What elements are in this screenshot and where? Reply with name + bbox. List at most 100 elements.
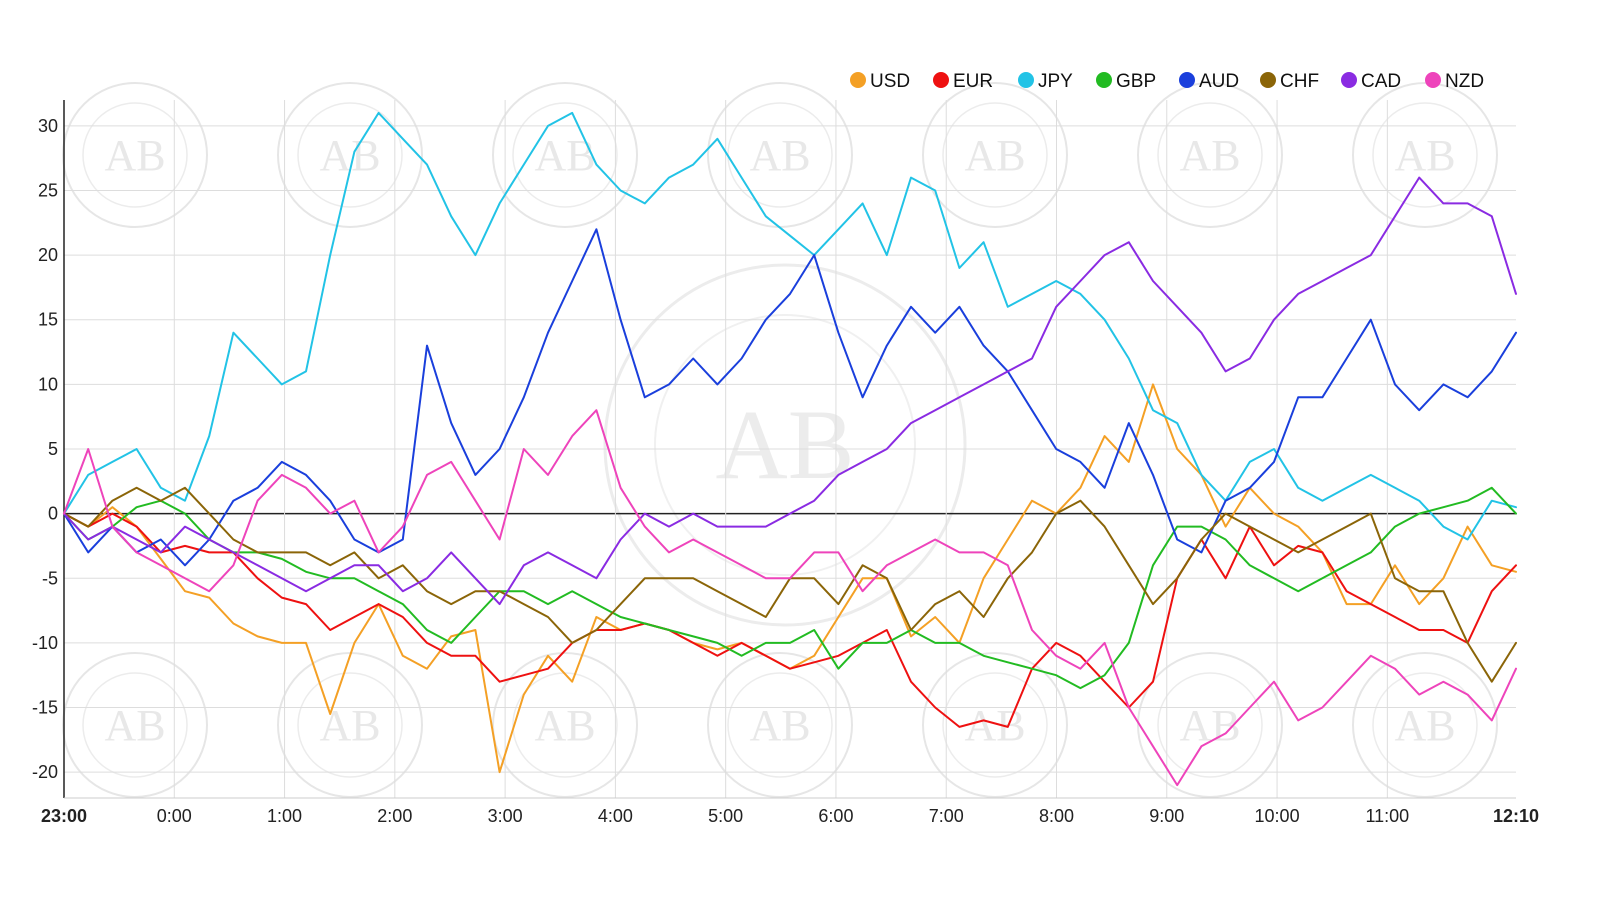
legend-item-cad: CAD [1341, 71, 1401, 92]
watermark-ring-inner [727, 672, 833, 778]
legend-swatch [1179, 72, 1195, 88]
watermark-ring-inner [1157, 672, 1263, 778]
series-line-chf [63, 486, 1517, 683]
watermark-emblem: AB [1352, 652, 1498, 798]
legend-label: NZD [1445, 71, 1484, 92]
legend-item-jpy: JPY [1018, 71, 1073, 92]
watermark-emblem: AB [922, 652, 1068, 798]
watermark-ring-inner [512, 102, 618, 208]
watermark-monogram: AB [1394, 131, 1455, 180]
watermark-monogram: AB [104, 701, 165, 750]
watermark-monogram-large: AB [716, 389, 855, 500]
series-line-gbp [63, 486, 1517, 690]
legend-swatch [850, 72, 866, 88]
watermark-ring [922, 652, 1068, 798]
series-line-jpy [63, 111, 1517, 541]
legend: USD EUR JPY GBP AUD CHF CAD NZD [850, 71, 1484, 92]
x-tick-label: 11:00 [1365, 806, 1409, 826]
watermark-monogram: AB [1394, 701, 1455, 750]
watermark-monogram: AB [104, 131, 165, 180]
series-lines [63, 111, 1517, 787]
legend-label: CHF [1280, 71, 1319, 92]
watermark-emblem: AB [1352, 82, 1498, 228]
watermark-emblem: AB [492, 652, 638, 798]
watermark-ring-inner [1372, 672, 1478, 778]
x-tick-label: 0:00 [157, 806, 192, 826]
watermark-ring-inner [297, 102, 403, 208]
watermark-ring [1137, 82, 1283, 228]
y-tick-label: -5 [42, 568, 58, 588]
watermark-ring-inner [82, 102, 188, 208]
y-tick-label: -10 [32, 633, 58, 653]
series-line-aud [63, 228, 1517, 567]
x-tick-label: 1:00 [267, 806, 302, 826]
x-tick-label: 4:00 [598, 806, 633, 826]
watermark-emblem: AB [707, 82, 853, 228]
x-tick-label: 7:00 [929, 806, 964, 826]
watermark-layer: AB AB AB AB AB AB AB AB AB AB AB AB AB AB AB [62, 82, 1498, 798]
watermark-ring [1137, 652, 1283, 798]
watermark-monogram: AB [534, 701, 595, 750]
x-tick-label: 5:00 [708, 806, 743, 826]
x-tick-label: 6:00 [818, 806, 853, 826]
legend-label: EUR [953, 71, 993, 92]
y-tick-label: 15 [38, 310, 58, 330]
watermark-monogram: AB [319, 701, 380, 750]
watermark-ring-inner [1372, 102, 1478, 208]
y-tick-label: 20 [38, 245, 58, 265]
axes: 30 25 20 15 10 5 0 -5 -10 -15 -20 23:00 0:00 1:00 2:00… [32, 100, 1539, 826]
watermark-emblem-large: AB [603, 263, 967, 627]
watermark-emblem: AB [62, 82, 208, 228]
watermark-ring [492, 82, 638, 228]
watermark-ring-large [603, 263, 967, 627]
x-tick-label: 10:00 [1255, 806, 1300, 826]
watermark-monogram: AB [534, 131, 595, 180]
legend-swatch [1018, 72, 1034, 88]
x-tick-label: 2:00 [377, 806, 412, 826]
watermark-emblem: AB [1137, 652, 1283, 798]
watermark-emblem: AB [62, 652, 208, 798]
legend-swatch [1096, 72, 1112, 88]
legend-label: AUD [1199, 71, 1239, 92]
watermark-emblem: AB [277, 82, 423, 228]
watermark-ring-inner [942, 102, 1048, 208]
x-tick-label: 8:00 [1039, 806, 1074, 826]
watermark-ring [62, 652, 208, 798]
legend-item-chf: CHF [1260, 71, 1319, 92]
legend-label: JPY [1038, 71, 1073, 92]
series-line-eur [63, 512, 1517, 728]
watermark-emblem: AB [922, 82, 1068, 228]
x-tick-label: 12:10 [1493, 806, 1539, 826]
y-tick-label: -20 [32, 762, 58, 782]
series-line-nzd [63, 409, 1517, 787]
legend-label: USD [870, 71, 910, 92]
watermark-ring [62, 82, 208, 228]
legend-item-eur: EUR [933, 71, 993, 92]
y-tick-label: 5 [48, 439, 58, 459]
watermark-ring [1352, 652, 1498, 798]
legend-item-usd: USD [850, 71, 910, 92]
y-tick-label: 10 [38, 374, 58, 394]
watermark-ring-inner [942, 672, 1048, 778]
watermark-ring-large-inner [654, 314, 916, 576]
watermark-monogram: AB [1179, 131, 1240, 180]
grid-lines [64, 100, 1516, 798]
watermark-ring-inner [1157, 102, 1263, 208]
watermark-ring [1352, 82, 1498, 228]
watermark-monogram: AB [964, 131, 1025, 180]
y-tick-label: 0 [48, 504, 58, 524]
legend-item-gbp: GBP [1096, 71, 1156, 92]
series-line-cad [63, 176, 1517, 606]
legend-item-nzd: NZD [1425, 71, 1484, 92]
legend-label: CAD [1361, 71, 1401, 92]
watermark-ring [492, 652, 638, 798]
y-tick-label: 25 [38, 180, 58, 200]
watermark-emblem: AB [707, 652, 853, 798]
legend-swatch [933, 72, 949, 88]
legend-swatch [1341, 72, 1357, 88]
watermark-ring [277, 82, 423, 228]
x-tick-label: 23:00 [41, 806, 87, 826]
y-tick-label: 30 [38, 116, 58, 136]
x-tick-label: 3:00 [488, 806, 523, 826]
